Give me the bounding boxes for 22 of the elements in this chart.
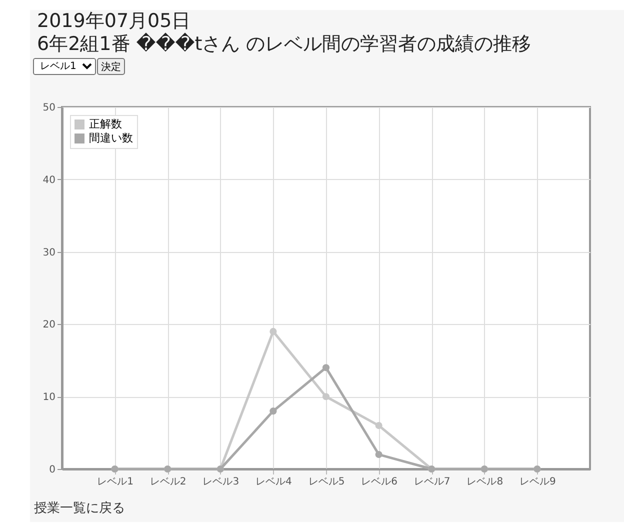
- x-tick-label: レベル1: [97, 476, 134, 488]
- legend-label: 正解数: [89, 118, 122, 130]
- x-tick-label: レベル3: [202, 476, 240, 488]
- x-tick-label: レベル2: [150, 476, 186, 488]
- y-tick-label: 40: [42, 174, 56, 186]
- chart-subtitle: 6年2組1番 ���tさん のレベル間の学習者の成績の推移: [37, 33, 532, 56]
- y-tick-label: 0: [49, 464, 56, 476]
- x-tick-label: レベル8: [466, 476, 504, 488]
- chart-title: 2019年07月05日: [37, 10, 192, 32]
- x-tick-label: レベル6: [361, 476, 398, 488]
- x-tick-label: レベル7: [414, 476, 450, 488]
- text: 決定: [97, 58, 125, 75]
- x-tick-label: レベル9: [520, 476, 556, 488]
- legend-label: 間違い数: [89, 132, 133, 144]
- y-tick-label: 10: [42, 392, 56, 404]
- x-tick-label: レベル5: [308, 476, 345, 488]
- text: レベル1: [33, 58, 96, 75]
- y-tick-label: 50: [42, 102, 56, 114]
- y-tick-label: 30: [42, 247, 56, 258]
- y-tick-label: 20: [42, 320, 56, 331]
- text: 授業一覧に戻る: [34, 500, 125, 517]
- x-tick-label: レベル4: [256, 476, 292, 488]
